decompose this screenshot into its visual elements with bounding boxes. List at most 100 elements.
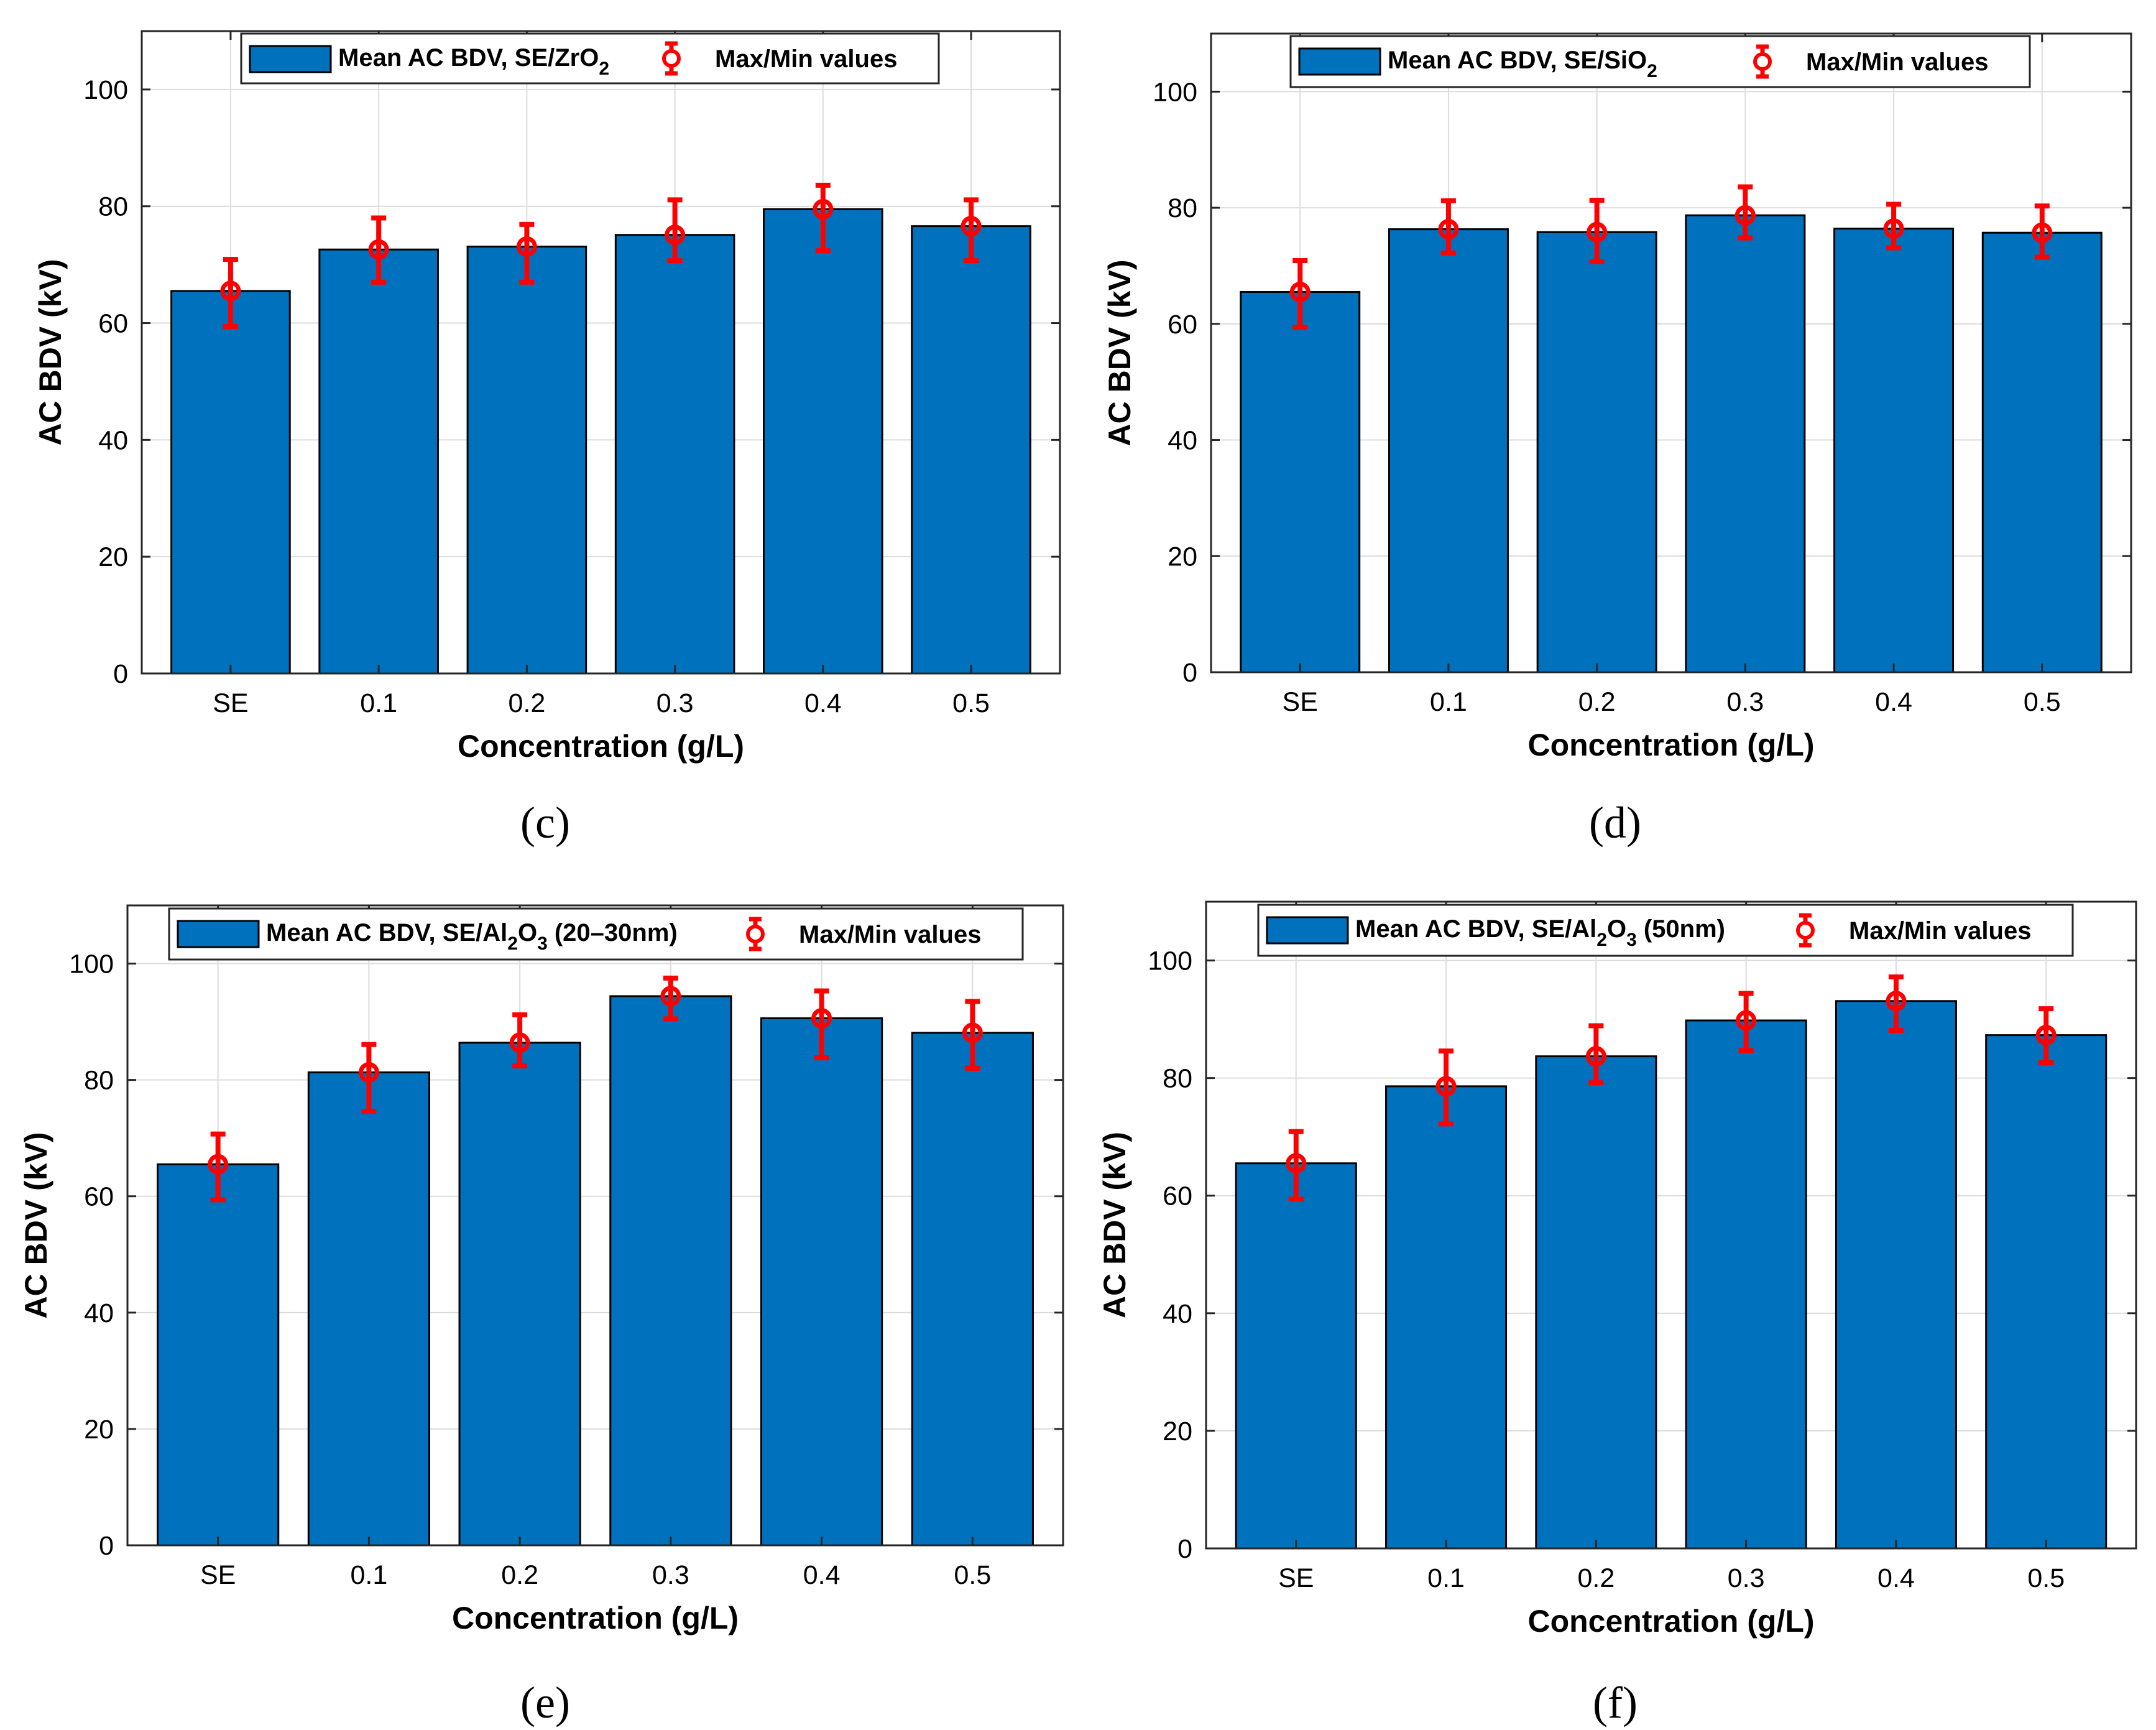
axes-box [1205,900,2137,1550]
x-tick-label: SE [1278,1563,1314,1593]
x-tick-label: 0.4 [1875,687,1912,717]
panel-label: (e) [520,1678,570,1728]
mean-marker-0.1 [368,239,389,260]
y-tick-label: 100 [69,950,114,979]
bar-0.3 [1685,214,1806,673]
y-tick-label: 80 [1168,193,1197,223]
bar-SE [1240,290,1361,673]
bar-SE [157,1163,280,1547]
bar-0.2 [1536,231,1657,673]
x-tick-label: 0.2 [501,1560,538,1590]
x-tick-label: 0.2 [1577,1563,1615,1593]
legend-error-marker [662,49,681,68]
legend-bar-swatch [177,920,260,948]
mean-marker-0.2 [1585,1046,1606,1067]
legend-series-label: Mean AC BDV, SE/Al2O3 (50nm) [1355,915,1725,950]
y-tick-label: 100 [1148,946,1192,976]
legend-box [168,907,1024,961]
mean-marker-0.5 [962,1022,983,1043]
mean-marker-0.4 [1883,218,1904,239]
x-tick-label: 0.1 [1427,1563,1465,1593]
bar-0.4 [1835,1000,1957,1550]
y-tick-label: 40 [84,1298,114,1328]
x-tick-label: 0.5 [2027,1563,2065,1593]
y-axis-label: AC BDV (kV) [1102,259,1137,446]
legend-error-marker [1753,52,1772,71]
bar-0.5 [911,225,1031,675]
y-tick-label: 0 [113,659,128,689]
axes-box [1210,32,2132,673]
legend-bar-swatch [249,45,332,73]
x-tick-label: SE [200,1560,236,1590]
bar-0.2 [458,1042,581,1547]
legend: Mean AC BDV, SE/ZrO2 Max/Min values [240,32,940,85]
x-axis-label: Concentration (g/L) [458,729,744,764]
y-tick-label: 100 [1153,77,1197,107]
bar-0.3 [614,234,735,675]
x-tick-label: 0.3 [1728,1563,1765,1593]
panel-label: (f) [1593,1678,1638,1728]
legend-error-marker [1796,921,1815,940]
bar-SE [170,290,291,675]
y-tick-label: 80 [84,1066,114,1096]
y-tick-label: 80 [1163,1064,1192,1094]
y-tick-label: 20 [1168,542,1197,571]
panel-label: (d) [1589,798,1641,848]
bar-0.1 [307,1071,430,1547]
mean-marker-0.5 [2035,1025,2057,1046]
y-tick-label: 60 [84,1182,114,1212]
y-axis-label: AC BDV (kV) [1097,1132,1132,1318]
bar-0.4 [763,208,883,675]
bar-0.2 [1535,1055,1657,1550]
mean-marker-0.2 [516,236,537,257]
mean-marker-0.4 [813,198,834,220]
legend-box [1289,35,2031,88]
y-tick-label: 60 [98,309,128,339]
y-axis-label: AC BDV (kV) [33,259,68,445]
bar-SE [1235,1162,1357,1550]
x-tick-label: 0.1 [1430,687,1467,717]
x-tick-label: SE [213,688,248,718]
x-axis-label: Concentration (g/L) [1527,728,1814,762]
mean-marker-SE [208,1154,229,1175]
legend-bar-swatch [1266,916,1349,945]
y-tick-label: 0 [99,1531,114,1561]
x-tick-label: 0.5 [954,1560,991,1590]
axes-box [141,30,1061,675]
bar-0.5 [911,1032,1034,1547]
axes-box [126,904,1064,1547]
x-tick-label: 0.5 [2024,687,2061,717]
mean-marker-0.3 [665,224,686,246]
bar-0.3 [1685,1019,1807,1550]
bar-0.1 [1388,228,1509,673]
y-tick-label: 60 [1163,1182,1192,1211]
y-tick-label: 40 [1168,426,1197,456]
y-tick-label: 80 [98,192,128,222]
y-tick-label: 20 [84,1415,114,1445]
mean-marker-0.3 [1736,1010,1757,1031]
legend-error-label: Max/Min values [1806,49,1988,76]
mean-marker-0.5 [2032,222,2053,243]
mean-marker-SE [1289,281,1311,302]
mean-marker-SE [1286,1153,1307,1174]
mean-marker-0.1 [1438,219,1459,240]
x-tick-label: 0.3 [1726,687,1764,717]
x-tick-label: SE [1283,687,1318,717]
bar-0.5 [1981,231,2103,673]
legend-series-label: Mean AC BDV, SE/Al2O3 (20–30nm) [266,919,678,954]
y-tick-label: 0 [1182,658,1197,688]
x-tick-label: 0.5 [952,688,990,718]
legend: Mean AC BDV, SE/SiO2 Max/Min values [1289,35,2031,88]
legend-error-marker [746,925,765,943]
bar-0.1 [1385,1085,1508,1550]
legend-bar-swatch [1298,47,1381,76]
y-tick-label: 0 [1177,1534,1192,1564]
mean-marker-0.4 [1886,991,1907,1012]
mean-marker-0.1 [358,1062,379,1083]
y-tick-label: 20 [1163,1417,1192,1446]
bar-0.3 [609,995,732,1547]
legend-error-label: Max/Min values [715,45,897,73]
x-tick-label: 0.3 [652,1560,689,1590]
legend-series-label: Mean AC BDV, SE/ZrO2 [338,44,609,79]
